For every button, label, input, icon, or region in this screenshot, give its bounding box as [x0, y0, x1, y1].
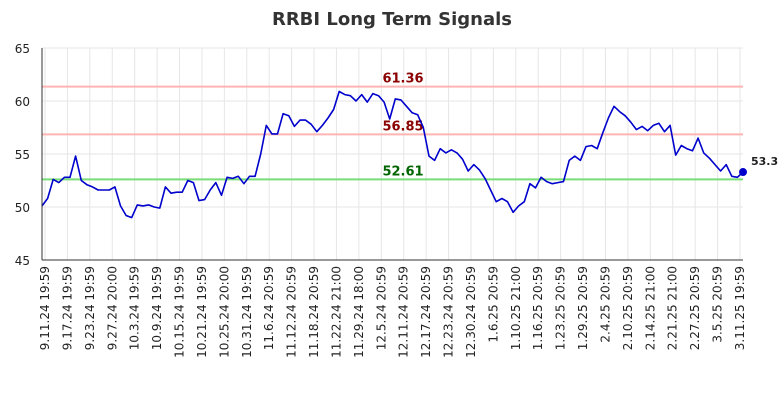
y-tick-label: 65 — [15, 42, 30, 56]
x-tick-label: 9.27.24 20:00 — [105, 266, 119, 350]
series-lines — [41, 90, 744, 219]
x-tick-label: 9.11.24 19:59 — [38, 266, 52, 350]
x-tick-label: 11.29.24 18:00 — [352, 266, 366, 358]
x-tick-label: 12.11.24 20:59 — [397, 266, 411, 358]
y-tick-labels: 45 50 55 60 65 — [15, 42, 30, 268]
x-tick-label: 10.31.24 19:59 — [240, 266, 254, 358]
last-point-marker — [739, 168, 747, 177]
chart-title: RRBI Long Term Signals — [272, 9, 512, 30]
x-tick-label: 10.25.24 20:00 — [217, 266, 231, 358]
x-tick-label: 3.5.25 20:59 — [711, 266, 725, 343]
axes — [41, 48, 743, 261]
x-tick-label: 1.10.25 21:00 — [509, 266, 523, 350]
x-tick-label: 11.12.24 20:59 — [285, 266, 299, 358]
x-tick-label: 12.23.24 20:59 — [442, 266, 456, 358]
x-tick-label: 11.18.24 20:59 — [307, 266, 321, 358]
reference-lines: 61.36 56.85 52.61 — [42, 72, 743, 181]
series-line — [41, 90, 744, 219]
x-tick-label: 10.21.24 19:59 — [195, 266, 209, 358]
x-tick-label: 3.11.25 19:59 — [733, 266, 747, 350]
x-tick-labels: 9.11.24 19:59 9.17.24 19:59 9.23.24 19:59 9… — [38, 266, 747, 358]
reference-line-label: 56.85 — [382, 119, 423, 134]
last-point-label: 53.3 — [751, 155, 778, 168]
x-tick-label: 1.16.25 20:59 — [531, 266, 545, 350]
y-tick-label: 55 — [15, 148, 30, 162]
x-tick-label: 2.27.25 20:59 — [688, 266, 702, 350]
x-tick-label: 1.29.25 20:59 — [576, 266, 590, 350]
last-point: 53.3 — [739, 155, 778, 177]
x-tick-label: 1.23.25 20:59 — [554, 266, 568, 350]
x-tick-label: 10.3.24 19:59 — [128, 266, 142, 350]
reference-line-label: 52.61 — [382, 164, 423, 179]
x-tick-label: 9.23.24 19:59 — [83, 266, 97, 350]
x-tick-label: 11.6.24 20:59 — [262, 266, 276, 350]
x-tick-label: 2.4.25 20:59 — [598, 266, 612, 343]
x-tick-label: 10.9.24 19:59 — [150, 266, 164, 350]
x-tick-label: 12.5.24 20:59 — [374, 266, 388, 350]
x-tick-label: 12.30.24 20:59 — [464, 266, 478, 358]
x-tick-label: 10.15.24 19:59 — [173, 266, 187, 358]
y-tick-label: 50 — [15, 201, 30, 215]
x-tick-label: 2.21.25 21:00 — [666, 266, 680, 350]
reference-line-label: 61.36 — [382, 72, 423, 87]
x-tick-label: 12.17.24 20:59 — [419, 266, 433, 358]
x-tick-label: 2.10.25 20:59 — [621, 266, 635, 350]
x-tick-label: 2.14.25 21:00 — [643, 266, 657, 350]
x-tick-label: 11.22.24 21:00 — [329, 266, 343, 358]
x-tick-label: 9.17.24 19:59 — [60, 266, 74, 350]
y-tick-label: 60 — [15, 95, 30, 109]
x-tick-label: 1.6.25 20:59 — [486, 266, 500, 343]
y-tick-label: 45 — [15, 254, 30, 268]
